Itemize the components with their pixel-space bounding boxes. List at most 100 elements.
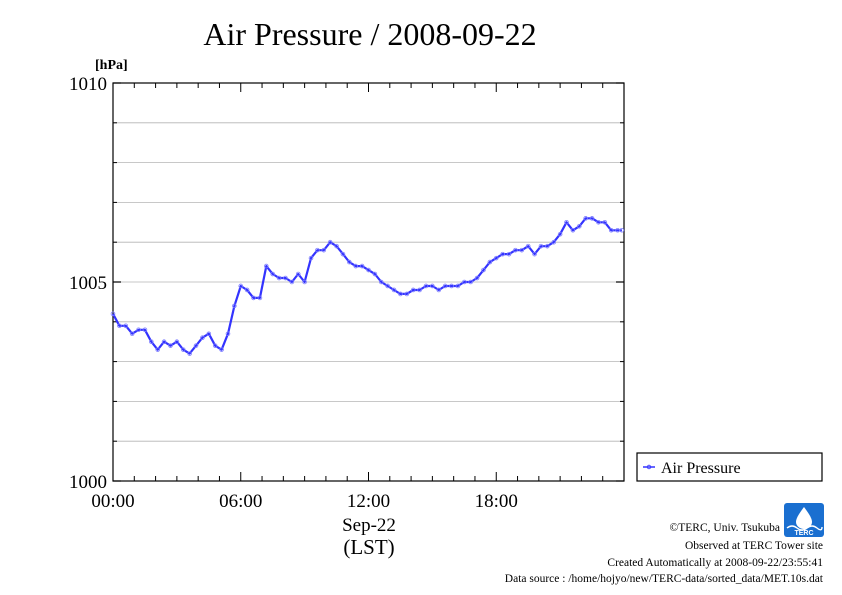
x-tick-label: 00:00	[91, 491, 134, 512]
x-tick-label: 12:00	[347, 491, 390, 512]
data-point	[187, 351, 192, 356]
data-point	[468, 279, 474, 285]
data-point	[596, 220, 601, 225]
data-point	[615, 227, 620, 233]
data-point	[263, 263, 269, 269]
data-point	[398, 291, 403, 297]
data-point	[487, 259, 493, 265]
data-point	[161, 339, 167, 345]
data-point	[334, 243, 339, 249]
data-point	[576, 223, 582, 229]
x-axis-timezone-label: (LST)	[343, 535, 394, 559]
data-point	[129, 331, 135, 337]
data-point	[385, 283, 390, 289]
data-point	[117, 323, 122, 329]
data-point	[340, 251, 346, 257]
data-point	[123, 323, 129, 329]
data-point	[142, 327, 148, 333]
data-point	[372, 271, 378, 277]
x-tick-label: 18:00	[475, 491, 518, 512]
data-point	[327, 239, 333, 245]
data-point	[602, 220, 608, 225]
data-point	[257, 295, 263, 301]
data-point	[219, 347, 224, 352]
y-tick-label: 1000	[69, 472, 107, 493]
data-point	[551, 239, 557, 245]
data-point	[506, 251, 512, 257]
grid-lines	[113, 122, 624, 442]
data-point	[391, 287, 397, 293]
x-axis-date-label: Sep-22	[342, 515, 396, 536]
data-point	[110, 311, 116, 317]
data-point	[417, 287, 422, 293]
logo-text: TERC	[794, 530, 813, 537]
data-point	[283, 275, 288, 281]
data-point	[155, 347, 161, 352]
terc-logo: TERC	[784, 503, 824, 537]
data-point	[430, 283, 435, 289]
legend-marker-sample	[646, 464, 652, 470]
data-point	[353, 263, 359, 269]
data-point	[212, 343, 218, 348]
data-point	[423, 283, 429, 289]
data-point	[308, 255, 314, 261]
legend: Air Pressure	[636, 452, 823, 482]
data-point	[276, 275, 282, 281]
axis-ticks	[112, 82, 625, 482]
x-tick-labels: 00:00 06:00 12:00 18:00	[91, 491, 518, 512]
data-point	[347, 259, 352, 265]
data-point	[545, 243, 550, 249]
data-point	[378, 279, 384, 285]
logo-drop-icon	[796, 507, 812, 529]
data-point	[232, 303, 237, 309]
data-point	[449, 283, 454, 289]
x-tick-label: 06:00	[219, 491, 262, 512]
data-point	[532, 251, 537, 257]
legend-box	[636, 452, 823, 482]
data-point	[200, 335, 205, 341]
series-line-air-pressure	[112, 217, 622, 355]
data-point	[481, 267, 486, 273]
y-axis-unit-label: [hPa]	[95, 58, 128, 73]
data-point	[608, 227, 614, 233]
data-point	[455, 283, 461, 289]
data-point	[193, 343, 199, 348]
data-point	[493, 255, 499, 261]
data-point	[500, 251, 505, 257]
data-point	[206, 331, 212, 337]
y-tick-label: 1010	[69, 74, 107, 95]
data-point	[436, 287, 442, 293]
data-point	[238, 283, 244, 289]
footer-created: Created Automatically at 2008-09-22/23:5…	[607, 557, 823, 569]
data-point	[538, 243, 544, 249]
data-point	[359, 263, 365, 269]
logo-wave-icon	[786, 525, 823, 531]
data-point	[251, 295, 256, 301]
legend-label-air-pressure: Air Pressure	[661, 460, 741, 477]
data-point	[366, 267, 371, 273]
data-point	[302, 279, 307, 285]
data-point	[149, 339, 154, 345]
footer-observed: Observed at TERC Tower site	[685, 540, 823, 552]
data-point	[589, 216, 595, 221]
data-point	[410, 287, 416, 293]
chart-title: Air Pressure / 2008-09-22	[203, 16, 536, 52]
data-point	[180, 347, 186, 352]
data-point	[168, 343, 173, 348]
data-point	[442, 283, 448, 289]
data-point	[315, 247, 320, 253]
footer-source: Data source : /home/hojyo/new/TERC-data/…	[505, 573, 824, 585]
data-point	[289, 279, 295, 285]
data-point	[404, 291, 410, 297]
data-point	[519, 247, 525, 253]
y-tick-label: 1005	[69, 273, 107, 294]
data-point	[513, 247, 518, 253]
data-point	[564, 220, 569, 225]
data-point	[619, 227, 625, 233]
data-point	[321, 247, 327, 253]
data-point	[174, 339, 180, 345]
data-point	[295, 271, 301, 277]
data-point	[570, 227, 576, 233]
footer-copyright: ©TERC, Univ. Tsukuba	[670, 522, 780, 534]
